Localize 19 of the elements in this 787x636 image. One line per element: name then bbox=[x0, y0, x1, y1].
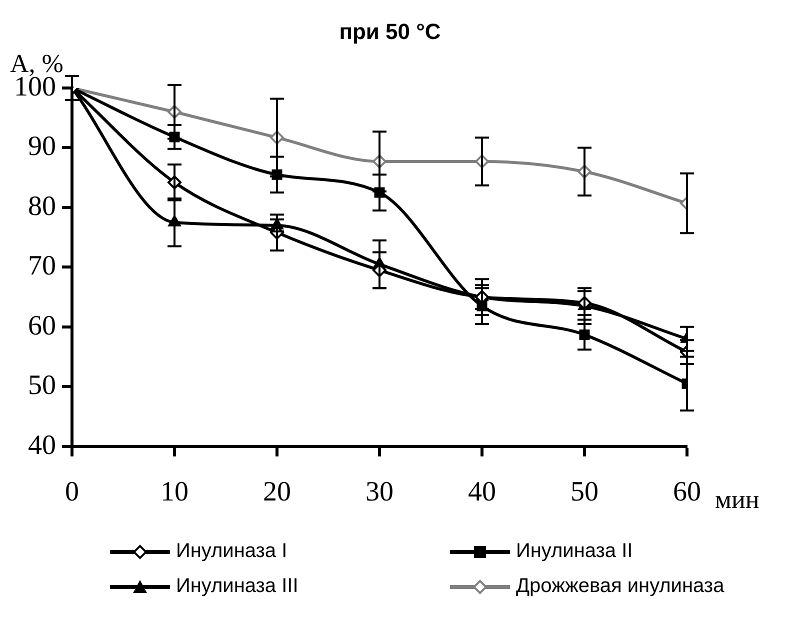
chart-title: при 50 °C bbox=[339, 19, 441, 44]
x-tick-label: 20 bbox=[263, 476, 291, 508]
y-tick-label: 40 bbox=[28, 430, 56, 461]
x-tick-label: 0 bbox=[65, 476, 79, 508]
x-tick-label: 40 bbox=[468, 476, 496, 508]
legend-label: Инулиназа III bbox=[176, 575, 298, 598]
x-tick-label: 50 bbox=[570, 476, 598, 508]
y-tick-label: 50 bbox=[28, 370, 56, 402]
y-tick-label: 80 bbox=[28, 190, 56, 222]
x-tick-label: 10 bbox=[160, 476, 188, 508]
legend-label: Дрожжевая инулиназа bbox=[516, 575, 724, 598]
legend-label: Инулиназа I bbox=[176, 540, 288, 563]
y-tick-label: 70 bbox=[28, 250, 56, 282]
y-tick-label: 60 bbox=[28, 310, 56, 342]
x-tick-label: 30 bbox=[366, 476, 394, 508]
x-tick-label: 60 bbox=[673, 476, 701, 508]
y-tick-label: 90 bbox=[28, 131, 56, 162]
x-axis-title: мин bbox=[715, 485, 760, 514]
legend-label: Инулиназа II bbox=[516, 540, 633, 563]
